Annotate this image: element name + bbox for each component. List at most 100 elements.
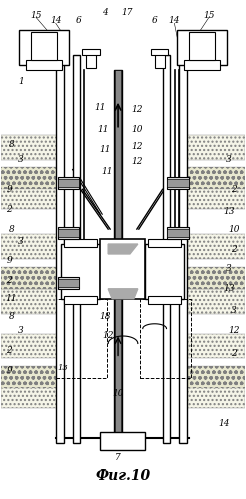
Text: 12: 12 (228, 326, 240, 335)
Text: 13: 13 (223, 207, 234, 216)
Text: 3: 3 (18, 326, 24, 335)
Text: 8: 8 (8, 312, 14, 321)
Bar (31, 32, 57, 60)
Bar (145, 244, 184, 299)
Text: 9: 9 (6, 185, 12, 194)
Text: 12: 12 (131, 157, 143, 166)
Bar (148, 239, 181, 247)
Text: 2: 2 (231, 349, 237, 358)
Bar (19, 30, 69, 65)
Text: 14: 14 (169, 16, 180, 25)
Text: 3: 3 (18, 155, 24, 164)
Bar (184, 333, 245, 358)
Bar (179, 55, 187, 443)
Bar (114, 70, 122, 438)
Bar (168, 229, 189, 237)
Text: 9: 9 (6, 366, 12, 375)
Text: 15: 15 (30, 11, 42, 20)
Bar (184, 267, 245, 289)
Bar (140, 299, 191, 378)
Text: 11: 11 (99, 145, 111, 154)
Text: 9: 9 (6, 256, 12, 265)
Bar (64, 296, 97, 304)
Bar (1, 333, 61, 358)
Bar (148, 296, 181, 304)
Bar (73, 55, 80, 443)
Text: 13: 13 (57, 364, 68, 372)
Text: 8: 8 (8, 225, 14, 234)
Bar (151, 49, 169, 55)
Bar (163, 55, 170, 443)
Text: 13: 13 (223, 284, 234, 293)
Bar (184, 168, 245, 189)
Text: 6: 6 (76, 16, 81, 25)
Text: 11: 11 (97, 125, 109, 134)
Bar (58, 180, 79, 187)
Polygon shape (108, 244, 138, 254)
Text: 18: 18 (99, 312, 111, 321)
Text: 3: 3 (226, 264, 232, 273)
Text: 17: 17 (121, 8, 133, 17)
Bar (56, 55, 64, 443)
Bar (189, 32, 215, 60)
Text: 15: 15 (203, 11, 215, 20)
Bar (58, 279, 79, 287)
Text: 11: 11 (5, 294, 17, 303)
Text: 12: 12 (102, 331, 114, 340)
Text: 12: 12 (131, 142, 143, 151)
Bar (58, 178, 79, 189)
Text: 8: 8 (8, 140, 14, 149)
Bar (58, 229, 79, 237)
Bar (86, 53, 96, 68)
Bar (1, 289, 61, 314)
Bar (82, 49, 100, 55)
Bar (184, 383, 245, 408)
Bar (168, 180, 189, 187)
Bar (56, 299, 107, 378)
Text: 2: 2 (6, 276, 12, 285)
Text: 14: 14 (218, 419, 230, 428)
Text: 14: 14 (50, 16, 62, 25)
Text: 12: 12 (131, 105, 143, 114)
Text: 3: 3 (226, 155, 232, 164)
Bar (168, 178, 189, 189)
Bar (115, 70, 121, 438)
Bar (64, 239, 97, 247)
Text: 3: 3 (18, 237, 24, 246)
Text: Фиг.10: Фиг.10 (95, 469, 151, 483)
Bar (1, 184, 61, 209)
Text: 2: 2 (6, 346, 12, 355)
Bar (61, 244, 100, 299)
Text: 10: 10 (112, 389, 124, 398)
Text: 7: 7 (115, 453, 121, 463)
Text: 2: 2 (231, 185, 237, 194)
Bar (58, 277, 79, 289)
Bar (184, 60, 220, 70)
Text: 4: 4 (102, 8, 108, 17)
Text: 3: 3 (231, 306, 237, 315)
Text: 10: 10 (228, 225, 240, 234)
Bar (58, 227, 79, 239)
Bar (184, 366, 245, 388)
Polygon shape (108, 289, 138, 299)
Bar (1, 383, 61, 408)
Text: 2: 2 (6, 205, 12, 214)
Bar (184, 135, 245, 160)
Bar (184, 184, 245, 209)
Bar (184, 234, 245, 259)
Text: 10: 10 (131, 125, 143, 134)
Text: 2: 2 (231, 245, 237, 253)
Bar (26, 60, 62, 70)
Text: 11: 11 (94, 103, 106, 112)
Bar (177, 30, 227, 65)
Bar (1, 267, 61, 289)
Bar (1, 135, 61, 160)
Bar (1, 168, 61, 189)
Text: 1: 1 (18, 77, 24, 86)
Bar (1, 366, 61, 388)
Bar (100, 239, 145, 299)
Text: 11: 11 (101, 167, 113, 176)
Bar (168, 227, 189, 239)
Bar (184, 289, 245, 314)
Bar (155, 53, 165, 68)
